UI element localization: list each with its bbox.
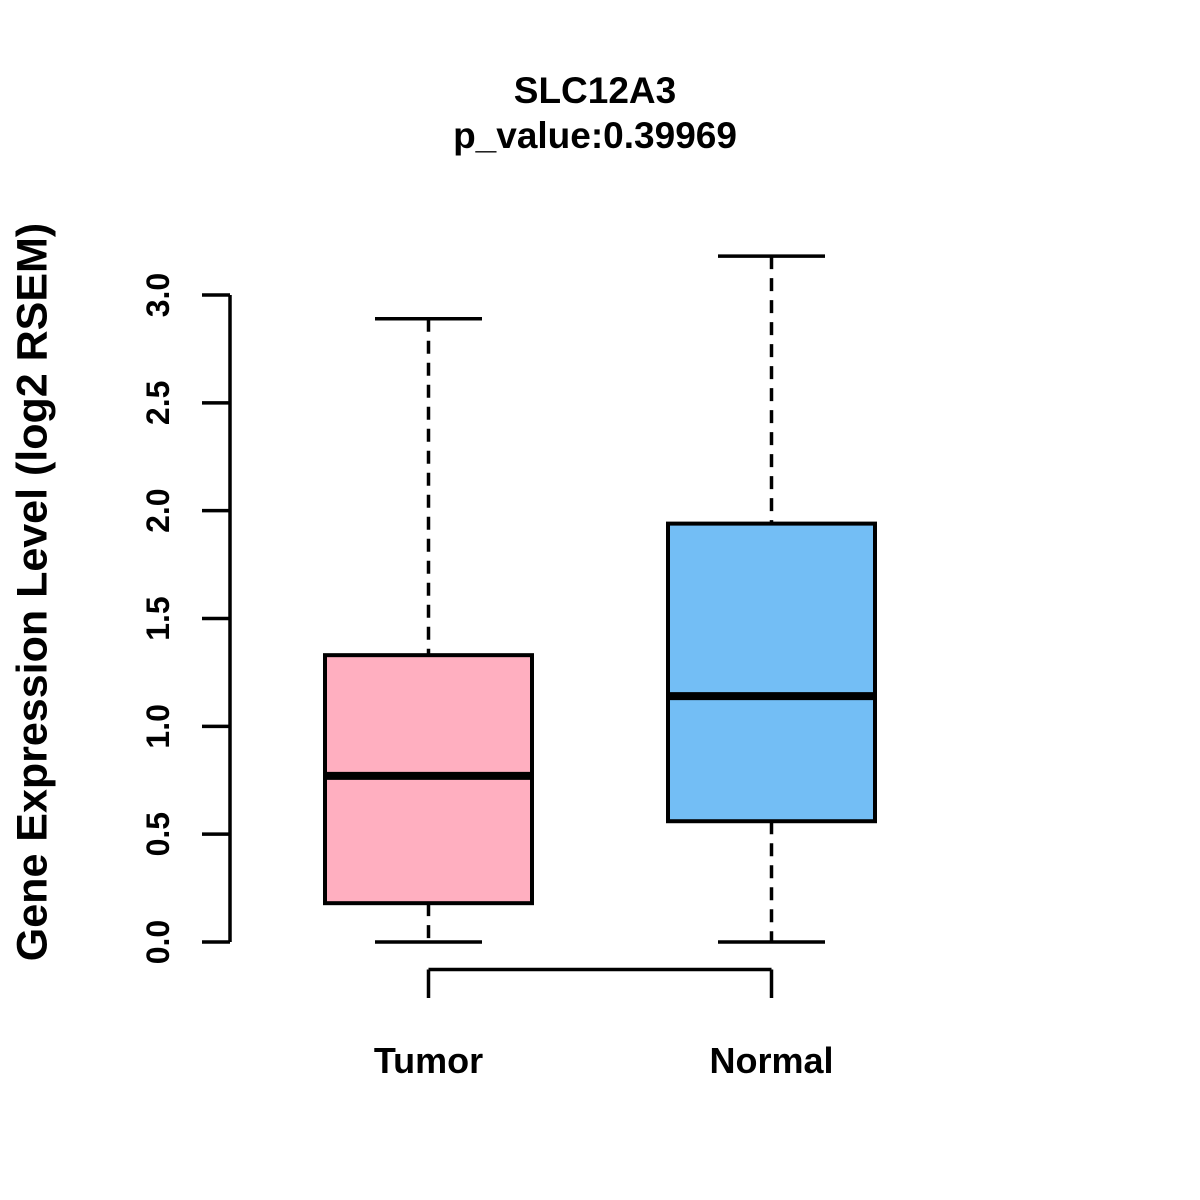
y-axis-tick-label: 2.5	[140, 381, 176, 425]
x-axis-label-tumor: Tumor	[374, 1040, 483, 1081]
y-axis-tick-label: 3.0	[140, 273, 176, 317]
box-normal	[666, 521, 877, 824]
y-axis-tick-label: 1.5	[140, 596, 176, 640]
y-axis-tick-label: 0.5	[140, 812, 176, 856]
chart-title: SLC12A3	[513, 70, 677, 111]
x-axis-label-normal: Normal	[709, 1040, 833, 1081]
y-axis-tick-label: 1.0	[140, 704, 176, 748]
chart-title-block: SLC12A3 p_value:0.39969	[230, 68, 960, 158]
y-axis-tick-label: 2.0	[140, 488, 176, 532]
y-axis-tick-label: 0.0	[140, 920, 176, 964]
chart-p-value-label: p_value:0.39969	[453, 115, 737, 156]
